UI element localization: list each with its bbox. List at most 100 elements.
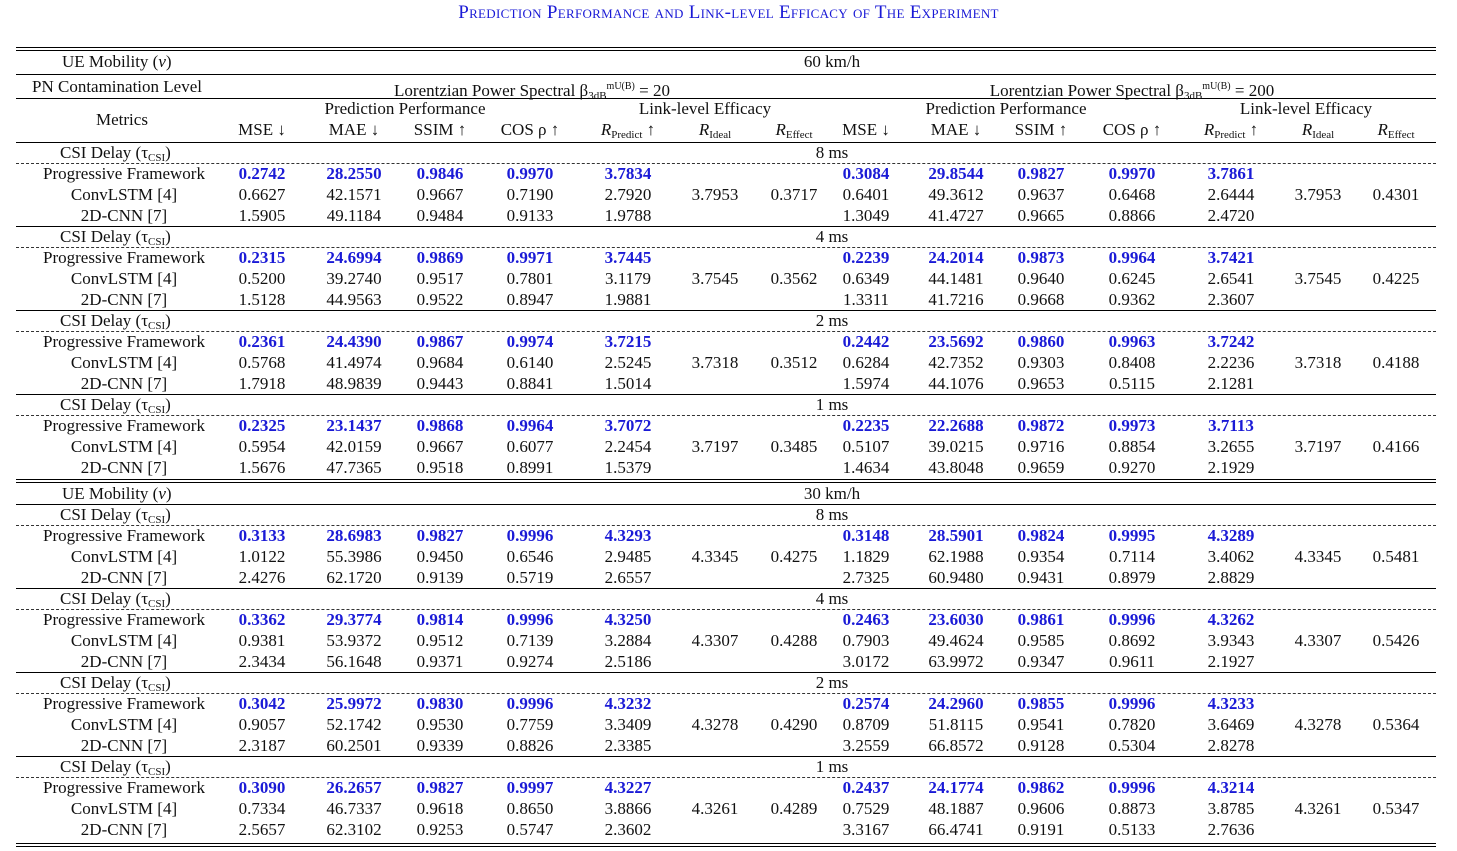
table-cell: 47.7365: [326, 458, 382, 477]
table-cell: 1.5905: [238, 206, 286, 225]
table-cell: 0.5304: [1108, 736, 1156, 755]
table-cell: 0.9872: [1017, 416, 1065, 435]
table-cell: 0.5747: [506, 820, 554, 839]
lorentz-sub: 3dB: [588, 90, 607, 102]
table-cell: 0.3042: [238, 694, 286, 713]
table-cell: 0.4225: [1372, 269, 1420, 288]
csi-delay-sub: CSI: [148, 598, 166, 610]
col-mae-header: MAE ↓: [930, 120, 982, 139]
table-cell: 0.9653: [1017, 374, 1065, 393]
table-cell: 0.5347: [1372, 799, 1420, 818]
lorentz-prefix: Lorentzian Power Spectral β: [394, 81, 589, 100]
table-cell: 1.5014: [604, 374, 652, 393]
csi-delay-text: CSI Delay (τ: [60, 311, 149, 330]
table-cell: 0.9585: [1017, 631, 1065, 650]
table-cell: 0.5133: [1108, 820, 1156, 839]
rule-dashed: [16, 777, 1436, 778]
table-cell: 4.3307: [691, 631, 739, 650]
col-mae-header: MAE ↓: [328, 120, 380, 139]
table-cell: 62.3102: [326, 820, 382, 839]
table-cell: 3.7953: [691, 185, 739, 204]
lorentz-right-value: = 200: [1230, 81, 1275, 100]
table-cell: 0.9484: [416, 206, 464, 225]
table-cell: 0.9518: [416, 458, 464, 477]
table-cell: 0.7114: [1108, 547, 1156, 566]
table-cell: 0.5200: [238, 269, 286, 288]
csi-delay-close: ): [165, 143, 171, 162]
table-cell: 2.9485: [604, 547, 652, 566]
table-cell: 29.8544: [928, 164, 984, 183]
table-cell: 4.3345: [1294, 547, 1342, 566]
table-cell: 3.2655: [1207, 437, 1255, 456]
table-cell: 3.7545: [691, 269, 739, 288]
csi-delay-close: ): [165, 589, 171, 608]
method-name: Progressive Framework: [43, 164, 205, 183]
table-cell: 0.9867: [416, 332, 464, 351]
rule-top: [16, 50, 1436, 51]
table-cell: 28.6983: [326, 526, 382, 545]
table-cell: 0.4288: [770, 631, 818, 650]
table-cell: 2.6444: [1207, 185, 1255, 204]
csi-delay-value: 4 ms: [815, 227, 849, 246]
table-cell: 0.3562: [770, 269, 818, 288]
table-cell: 4.3289: [1207, 526, 1255, 545]
csi-delay-sub: CSI: [148, 514, 166, 526]
table-cell: 0.8650: [506, 799, 554, 818]
table-cell: 1.5379: [604, 458, 652, 477]
table-cell: 0.4289: [770, 799, 818, 818]
table-cell: 23.5692: [928, 332, 984, 351]
method-name: 2D-CNN [7]: [80, 374, 168, 393]
table-cell: 4.3227: [604, 778, 652, 797]
r-ideal-sub: Ideal: [709, 129, 732, 141]
rule-dashed: [16, 693, 1436, 694]
table-cell: 0.8408: [1108, 353, 1156, 372]
table-cell: 1.4634: [842, 458, 890, 477]
table-cell: 3.6469: [1207, 715, 1255, 734]
table-cell: 3.7197: [1294, 437, 1342, 456]
table-cell: 1.0122: [238, 547, 286, 566]
method-name: Progressive Framework: [43, 332, 205, 351]
table-cell: 0.8991: [506, 458, 554, 477]
table-cell: 0.9996: [506, 610, 554, 629]
table-cell: 1.5974: [842, 374, 890, 393]
table-cell: 0.9964: [506, 416, 554, 435]
table-cell: 0.7759: [506, 715, 554, 734]
table-cell: 0.2442: [842, 332, 890, 351]
table-cell: 0.9450: [416, 547, 464, 566]
table-cell: 3.7072: [604, 416, 652, 435]
table-cell: 0.2742: [238, 164, 286, 183]
table-cell: 0.2437: [842, 778, 890, 797]
group-link-right: Link-level Efficacy: [1239, 99, 1373, 118]
r-predict-sub: Predict: [611, 129, 643, 141]
table-cell: 28.2550: [326, 164, 382, 183]
table-cell: 0.3084: [842, 164, 890, 183]
table-cell: 42.7352: [928, 353, 984, 372]
table-cell: 3.7215: [604, 332, 652, 351]
table-cell: 0.5768: [238, 353, 286, 372]
table-cell: 3.4062: [1207, 547, 1255, 566]
table-cell: 0.9606: [1017, 799, 1065, 818]
table-cell: 0.6546: [506, 547, 554, 566]
rule-dashed: [16, 163, 1436, 164]
method-name: Progressive Framework: [43, 778, 205, 797]
mobility-label: UE Mobility (v): [62, 484, 172, 503]
r-symbol: R: [698, 120, 710, 139]
col-ssim-header: SSIM ↑: [1014, 120, 1068, 139]
csi-delay-label: CSI Delay (τCSI): [60, 588, 171, 615]
table-cell: 0.8866: [1108, 206, 1156, 225]
table-cell: 0.7903: [842, 631, 890, 650]
table-cell: 49.1184: [326, 206, 382, 225]
table-cell: 1.3049: [842, 206, 890, 225]
table-cell: 2.7636: [1207, 820, 1255, 839]
method-name: ConvLSTM [4]: [70, 353, 178, 372]
table-cell: 2.3385: [604, 736, 652, 755]
table-cell: 0.5426: [1372, 631, 1420, 650]
table-cell: 0.9517: [416, 269, 464, 288]
method-name: ConvLSTM [4]: [70, 437, 178, 456]
table-cell: 2.4276: [238, 568, 286, 587]
col-mse-header: MSE ↓: [842, 120, 890, 139]
table-cell: 0.9512: [416, 631, 464, 650]
table-cell: 0.9996: [506, 694, 554, 713]
lorentz-left-value: = 20: [634, 81, 670, 100]
csi-delay-text: CSI Delay (τ: [60, 395, 149, 414]
